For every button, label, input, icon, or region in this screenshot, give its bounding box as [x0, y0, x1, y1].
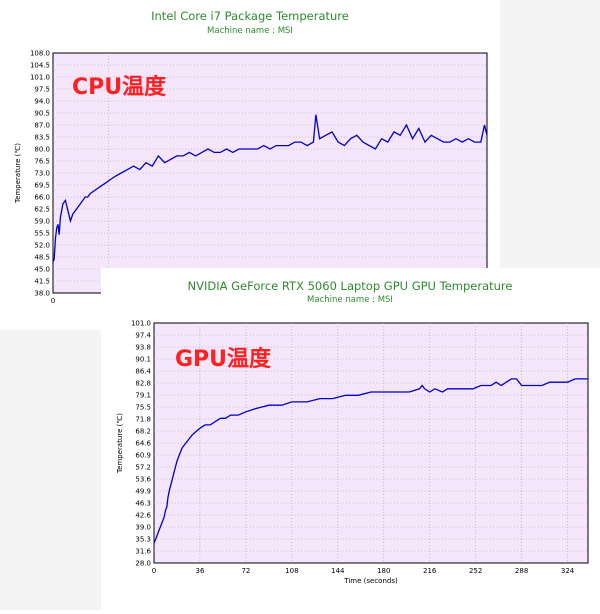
gpu-y-tick-label: 82.8 — [135, 380, 151, 388]
cpu-y-tick-label: 101.0 — [30, 74, 50, 82]
gpu-temperature-chart-panel: NVIDIA GeForce RTX 5060 Laptop GPU GPU T… — [101, 268, 600, 610]
cpu-y-tick-label: 66.0 — [34, 194, 50, 202]
gpu-x-axis-label: Time (seconds) — [343, 577, 398, 585]
gpu-x-tick-label: 252 — [469, 567, 482, 575]
cpu-temperature-chart-panel: Intel Core i7 Package Temperature Machin… — [0, 0, 500, 330]
cpu-y-tick-label: 108.0 — [30, 50, 50, 58]
cpu-y-tick-label: 73.0 — [34, 170, 50, 178]
gpu-y-tick-label: 90.1 — [135, 356, 151, 364]
cpu-y-axis-ticks: 108.0 104.5 101.0 97.5 94.0 90.5 87.0 83.5 80.0 7… — [30, 50, 50, 298]
cpu-y-tick-label: 62.5 — [34, 206, 50, 214]
cpu-y-tick-label: 87.0 — [34, 122, 50, 130]
gpu-x-tick-label: 36 — [195, 567, 204, 575]
cpu-y-tick-label: 69.5 — [34, 182, 50, 190]
gpu-y-tick-label: 31.6 — [135, 548, 151, 556]
cpu-y-tick-label: 80.0 — [34, 146, 50, 154]
gpu-x-tick-label: 288 — [515, 567, 528, 575]
gpu-y-axis-label: Temperature (℃) — [116, 413, 124, 474]
gpu-y-tick-label: 57.2 — [135, 464, 151, 472]
cpu-x-tick-label: 0 — [51, 297, 55, 305]
background-strip — [500, 0, 600, 268]
cpu-y-tick-label: 90.5 — [34, 110, 50, 118]
cpu-y-tick-label: 97.5 — [34, 86, 50, 94]
gpu-x-tick-label: 216 — [423, 567, 437, 575]
cpu-chart-subtitle: Machine name : MSI — [207, 26, 293, 36]
background-strip — [0, 330, 101, 610]
cpu-y-tick-label: 59.0 — [34, 218, 50, 226]
gpu-y-tick-label: 28.0 — [135, 560, 151, 568]
cpu-y-tick-label: 52.0 — [34, 242, 50, 250]
gpu-x-tick-label: 0 — [152, 567, 156, 575]
cpu-y-tick-label: 41.5 — [34, 278, 50, 286]
cpu-chart-title: Intel Core i7 Package Temperature — [151, 9, 349, 23]
cpu-temperature-series-line — [52, 114, 488, 263]
gpu-chart-subtitle: Machine name : MSI — [307, 295, 393, 305]
gpu-y-tick-label: 60.9 — [135, 452, 151, 460]
gpu-y-tick-label: 68.2 — [135, 428, 151, 436]
gpu-temperature-chart: NVIDIA GeForce RTX 5060 Laptop GPU GPU T… — [116, 279, 589, 585]
cpu-temperature-annotation: CPU温度 — [72, 74, 167, 100]
gpu-y-tick-label: 35.3 — [135, 536, 151, 544]
gpu-y-tick-label: 53.6 — [135, 476, 151, 484]
gpu-x-tick-label: 108 — [285, 567, 298, 575]
gpu-temperature-series-line — [153, 378, 588, 544]
cpu-y-axis-label: Temperature (℃) — [14, 143, 22, 204]
gpu-chart-title: NVIDIA GeForce RTX 5060 Laptop GPU GPU T… — [188, 279, 513, 293]
gpu-y-tick-label: 93.8 — [135, 344, 151, 352]
gpu-y-tick-label: 39.0 — [135, 524, 151, 532]
gpu-y-axis-ticks: 101.0 97.4 93.8 90.1 86.4 82.8 79.1 75.5 71.8 68.… — [131, 320, 152, 568]
gpu-y-tick-label: 49.9 — [135, 488, 151, 496]
gpu-y-tick-label: 97.4 — [135, 332, 151, 340]
gpu-y-tick-label: 42.6 — [135, 512, 151, 520]
cpu-y-tick-label: 76.5 — [34, 158, 50, 166]
cpu-temperature-chart: Intel Core i7 Package Temperature Machin… — [14, 9, 488, 305]
gpu-x-tick-label: 144 — [331, 567, 345, 575]
gpu-x-axis-ticks: 0 36 72 108 144 180 216 252 288 324 — [152, 567, 575, 575]
gpu-y-tick-label: 71.8 — [135, 416, 151, 424]
gpu-grid — [154, 323, 588, 563]
gpu-y-tick-label: 75.5 — [135, 404, 151, 412]
gpu-y-tick-label: 79.1 — [135, 392, 151, 400]
cpu-y-tick-label: 55.5 — [34, 230, 50, 238]
gpu-x-tick-label: 180 — [377, 567, 390, 575]
cpu-y-tick-label: 94.0 — [34, 98, 50, 106]
gpu-temperature-annotation: GPU温度 — [175, 346, 272, 372]
cpu-y-tick-label: 38.0 — [34, 290, 50, 298]
gpu-y-tick-label: 46.3 — [135, 500, 151, 508]
cpu-y-tick-label: 48.5 — [34, 254, 50, 262]
gpu-y-tick-label: 64.6 — [135, 440, 151, 448]
gpu-y-tick-label: 86.4 — [135, 368, 151, 376]
gpu-x-tick-label: 324 — [561, 567, 575, 575]
cpu-y-tick-label: 83.5 — [34, 134, 50, 142]
cpu-y-tick-label: 104.5 — [30, 62, 50, 70]
gpu-x-tick-label: 72 — [241, 567, 250, 575]
gpu-y-tick-label: 101.0 — [131, 320, 151, 328]
cpu-y-tick-label: 45.0 — [34, 266, 50, 274]
